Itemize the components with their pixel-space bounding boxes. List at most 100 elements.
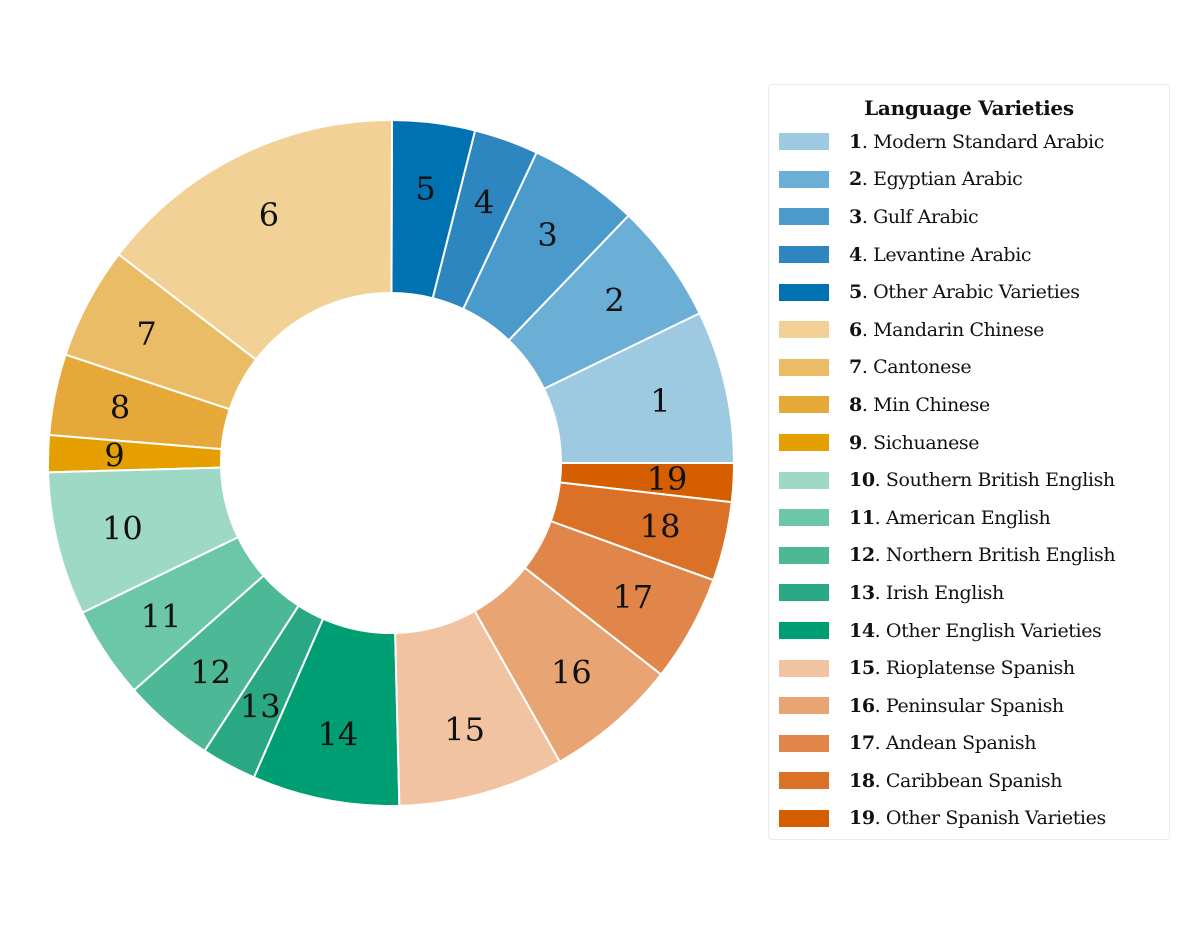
slice-label-9: 9 bbox=[104, 436, 124, 474]
legend-name: . Peninsular Spanish bbox=[874, 694, 1065, 717]
slice-label-2: 2 bbox=[604, 281, 624, 319]
legend-item-8: 8. Min Chinese bbox=[769, 386, 1169, 424]
legend-item-11: 11. American English bbox=[769, 499, 1169, 537]
slices-group bbox=[47, 118, 736, 807]
legend-swatch bbox=[779, 546, 829, 564]
legend-swatch bbox=[779, 396, 829, 414]
legend-title: Language Varieties bbox=[864, 96, 1074, 120]
legend-item-19: 19. Other Spanish Varieties bbox=[769, 800, 1169, 838]
legend-item-17: 17. Andean Spanish bbox=[769, 725, 1169, 763]
legend-name: . Rioplatense Spanish bbox=[874, 657, 1075, 680]
legend-name: . Egyptian Arabic bbox=[861, 168, 1023, 191]
slice-label-19: 19 bbox=[647, 460, 688, 498]
legend-number: 4 bbox=[849, 243, 862, 266]
legend-swatch bbox=[779, 246, 829, 264]
legend-item-15: 15. Rioplatense Spanish bbox=[769, 649, 1169, 687]
legend-number: 14 bbox=[849, 619, 875, 642]
slice-label-13: 13 bbox=[240, 688, 281, 726]
slice-label-7: 7 bbox=[137, 315, 157, 353]
legend-swatch bbox=[779, 358, 829, 376]
legend-number: 10 bbox=[849, 469, 875, 492]
legend-number: 13 bbox=[849, 581, 875, 604]
legend-item-12: 12. Northern British English bbox=[769, 537, 1169, 575]
legend-item-7: 7. Cantonese bbox=[769, 349, 1169, 387]
legend-label: 7. Cantonese bbox=[849, 356, 972, 379]
legend-item-2: 2. Egyptian Arabic bbox=[769, 161, 1169, 199]
legend-name: . Other Arabic Varieties bbox=[861, 281, 1080, 304]
legend-label: 18. Caribbean Spanish bbox=[849, 769, 1063, 792]
slice-label-17: 17 bbox=[612, 578, 653, 616]
legend-swatch bbox=[779, 208, 829, 226]
legend-swatch bbox=[779, 321, 829, 339]
legend-swatch bbox=[779, 509, 829, 527]
legend-label: 10. Southern British English bbox=[849, 469, 1115, 491]
slice-label-16: 16 bbox=[551, 654, 592, 692]
legend-label: 11. American English bbox=[849, 506, 1051, 529]
legend-list: 1. Modern Standard Arabic 2. Egyptian Ara… bbox=[769, 123, 1169, 837]
legend-item-9: 9. Sichuanese bbox=[769, 424, 1169, 462]
legend-label: 6. Mandarin Chinese bbox=[849, 319, 1044, 341]
legend-name: . Levantine Arabic bbox=[861, 243, 1032, 266]
legend-label: 13. Irish English bbox=[849, 582, 1004, 604]
legend-swatch bbox=[779, 471, 829, 489]
legend-name: . Mandarin Chinese bbox=[861, 318, 1045, 341]
legend-name: . Other English Varieties bbox=[874, 619, 1102, 642]
slice-6 bbox=[117, 119, 393, 362]
legend-item-18: 18. Caribbean Spanish bbox=[769, 762, 1169, 800]
legend-item-16: 16. Peninsular Spanish bbox=[769, 687, 1169, 725]
legend-name: . Northern British English bbox=[874, 544, 1116, 567]
legend-name: . American English bbox=[874, 506, 1051, 529]
legend-label: 9. Sichuanese bbox=[849, 431, 980, 454]
legend-name: . Caribbean Spanish bbox=[874, 769, 1063, 792]
legend-swatch bbox=[779, 622, 829, 640]
legend-name: . Other Spanish Varieties bbox=[874, 807, 1107, 830]
legend-number: 6 bbox=[849, 318, 862, 341]
slice-label-8: 8 bbox=[110, 389, 130, 427]
legend-label: 5. Other Arabic Varieties bbox=[849, 281, 1080, 303]
legend-number: 3 bbox=[849, 205, 862, 228]
legend-number: 17 bbox=[849, 732, 875, 755]
legend-label: 1. Modern Standard Arabic bbox=[849, 131, 1104, 153]
slice-19 bbox=[558, 462, 736, 504]
slice-label-14: 14 bbox=[318, 715, 359, 753]
slice-label-18: 18 bbox=[640, 507, 681, 545]
legend-number: 9 bbox=[849, 431, 862, 454]
legend-label: 16. Peninsular Spanish bbox=[849, 695, 1064, 717]
legend-label: 8. Min Chinese bbox=[849, 394, 990, 416]
slice-label-11: 11 bbox=[141, 597, 182, 635]
legend-item-5: 5. Other Arabic Varieties bbox=[769, 273, 1169, 311]
legend-label: 12. Northern British English bbox=[849, 544, 1116, 567]
legend-swatch bbox=[779, 170, 829, 188]
legend-swatch bbox=[779, 434, 829, 452]
legend-swatch bbox=[779, 772, 829, 790]
legend-number: 12 bbox=[849, 544, 875, 567]
legend-number: 19 bbox=[849, 807, 875, 830]
legend-number: 1 bbox=[849, 130, 862, 153]
legend-item-3: 3. Gulf Arabic bbox=[769, 198, 1169, 236]
legend-label: 15. Rioplatense Spanish bbox=[849, 657, 1075, 679]
legend-swatch bbox=[779, 734, 829, 752]
legend-name: . Irish English bbox=[874, 581, 1005, 604]
legend-item-6: 6. Mandarin Chinese bbox=[769, 311, 1169, 349]
legend-number: 7 bbox=[849, 356, 862, 379]
legend-label: 14. Other English Varieties bbox=[849, 619, 1102, 642]
legend-label: 4. Levantine Arabic bbox=[849, 243, 1032, 266]
slice-label-15: 15 bbox=[444, 711, 485, 749]
legend-number: 16 bbox=[849, 694, 875, 717]
legend-number: 2 bbox=[849, 168, 862, 191]
legend-swatch bbox=[779, 283, 829, 301]
legend-number: 11 bbox=[849, 506, 875, 529]
slice-label-3: 3 bbox=[537, 216, 557, 254]
legend-swatch bbox=[779, 697, 829, 715]
legend-label: 17. Andean Spanish bbox=[849, 732, 1037, 755]
legend-name: . Min Chinese bbox=[861, 393, 990, 416]
slice-label-4: 4 bbox=[474, 184, 494, 222]
legend-number: 18 bbox=[849, 769, 875, 792]
slice-label-12: 12 bbox=[190, 654, 231, 692]
legend-swatch bbox=[779, 659, 829, 677]
legend-name: . Andean Spanish bbox=[874, 732, 1037, 755]
legend-label: 2. Egyptian Arabic bbox=[849, 168, 1023, 191]
slice-label-10: 10 bbox=[102, 510, 143, 548]
